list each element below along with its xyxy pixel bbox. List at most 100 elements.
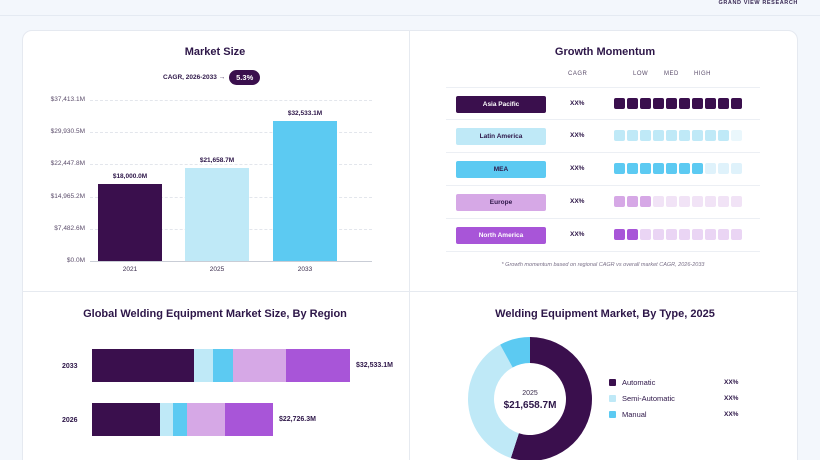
y-gridline [90, 261, 372, 262]
growth-momentum-title: Growth Momentum [554, 46, 656, 58]
momentum-square [692, 196, 703, 207]
momentum-square [731, 130, 742, 141]
momentum-square [718, 130, 729, 141]
momentum-square [705, 163, 716, 174]
y-tick-label: $37,413.1M [50, 96, 85, 103]
x-tick-label: 2033 [297, 266, 313, 273]
gm-row: North America XX% [446, 219, 760, 252]
y-gridline [90, 100, 372, 101]
momentum-square [640, 130, 651, 141]
gm-cagr-value: XX% [570, 132, 585, 139]
momentum-square [731, 196, 742, 207]
legend-item: Manual [609, 410, 647, 419]
legend-swatch [609, 411, 616, 418]
region-total-label: $32,533.1M [356, 362, 393, 369]
momentum-square [705, 196, 716, 207]
momentum-square [653, 196, 664, 207]
momentum-squares [614, 229, 742, 240]
momentum-square [627, 163, 638, 174]
region-chip: MEA [456, 161, 546, 178]
momentum-square [692, 130, 703, 141]
momentum-squares [614, 130, 742, 141]
y-gridline [90, 132, 372, 134]
region-segment [92, 403, 160, 436]
y-tick-label: $0.0M [66, 257, 85, 264]
momentum-square [705, 98, 716, 109]
momentum-square [679, 229, 690, 240]
momentum-square [640, 229, 651, 240]
donut-slice-automatic [510, 337, 592, 460]
region-segment [160, 403, 173, 436]
region-year-label: 2026 [62, 417, 78, 424]
y-tick-label: $14,965.2M [50, 192, 85, 200]
momentum-square [731, 98, 742, 109]
gm-header-high: HIGH [694, 71, 711, 77]
legend-value: XX% [724, 411, 739, 418]
momentum-square [705, 229, 716, 240]
momentum-square [614, 196, 625, 207]
bar-value-label: $21,658.7M [199, 156, 235, 164]
region-chip: Latin America [456, 128, 546, 145]
gm-header-low: LOW [633, 71, 649, 77]
region-segment [92, 349, 194, 382]
momentum-square [666, 130, 677, 141]
momentum-square [640, 98, 651, 109]
momentum-square [627, 229, 638, 240]
legend-label: Semi-Automatic [622, 394, 675, 403]
gm-header-med: MED [664, 71, 679, 77]
top-strip [0, 0, 820, 16]
momentum-square [640, 196, 651, 207]
momentum-square [692, 98, 703, 109]
region-segment [173, 403, 187, 436]
gm-row: Europe XX% [446, 186, 760, 219]
momentum-square [627, 98, 638, 109]
gm-cagr-value: XX% [570, 165, 585, 172]
gm-cagr-value: XX% [570, 231, 585, 238]
y-tick-label: $22,447.8M [50, 160, 85, 168]
divider-vertical [409, 30, 410, 460]
momentum-square [666, 229, 677, 240]
cagr-label: CAGR, 2026-2033 → [163, 74, 226, 81]
legend-value: XX% [724, 379, 739, 386]
momentum-square [614, 130, 625, 141]
momentum-square [679, 98, 690, 109]
region-chip: Europe [456, 194, 546, 211]
momentum-square [666, 163, 677, 174]
brand-logo: GRAND VIEW RESEARCH [718, 0, 798, 6]
region-chart-title: Global Welding Equipment Market Size, By… [83, 308, 347, 320]
momentum-square [653, 229, 664, 240]
bar-2025 [185, 167, 249, 261]
x-tick-label: 2025 [209, 266, 225, 273]
momentum-square [640, 163, 651, 174]
momentum-square [692, 229, 703, 240]
donut-center-value: $21,658.7M [503, 400, 557, 411]
momentum-square [614, 229, 625, 240]
region-year-label: 2033 [62, 363, 78, 370]
bar-value-label: $32,533.1M [287, 110, 323, 117]
legend-swatch [609, 395, 616, 402]
cagr-row: CAGR, 2026-2033 → 5.3% [163, 70, 261, 85]
momentum-squares [614, 98, 742, 109]
momentum-square [653, 130, 664, 141]
bar-2033 [273, 121, 337, 261]
gm-row: Asia Pacific XX% [446, 87, 760, 120]
y-gridline [90, 164, 372, 166]
momentum-square [666, 98, 677, 109]
bar-2021 [98, 183, 162, 261]
momentum-square [679, 163, 690, 174]
y-tick-label: $29,930.5M [50, 128, 85, 136]
legend-item: Automatic [609, 378, 655, 387]
region-segment [233, 349, 286, 382]
legend-swatch [609, 379, 616, 386]
region-total-label: $22,726.3M [279, 416, 316, 423]
type-chart-title: Welding Equipment Market, By Type, 2025 [495, 308, 715, 320]
momentum-square [731, 163, 742, 174]
region-chip: Asia Pacific [456, 96, 546, 113]
momentum-square [718, 163, 729, 174]
momentum-square [614, 98, 625, 109]
legend-value: XX% [724, 395, 739, 402]
gm-footnote: * Growth momentum based on regional CAGR… [501, 262, 705, 268]
momentum-square [627, 130, 638, 141]
momentum-square [705, 130, 716, 141]
